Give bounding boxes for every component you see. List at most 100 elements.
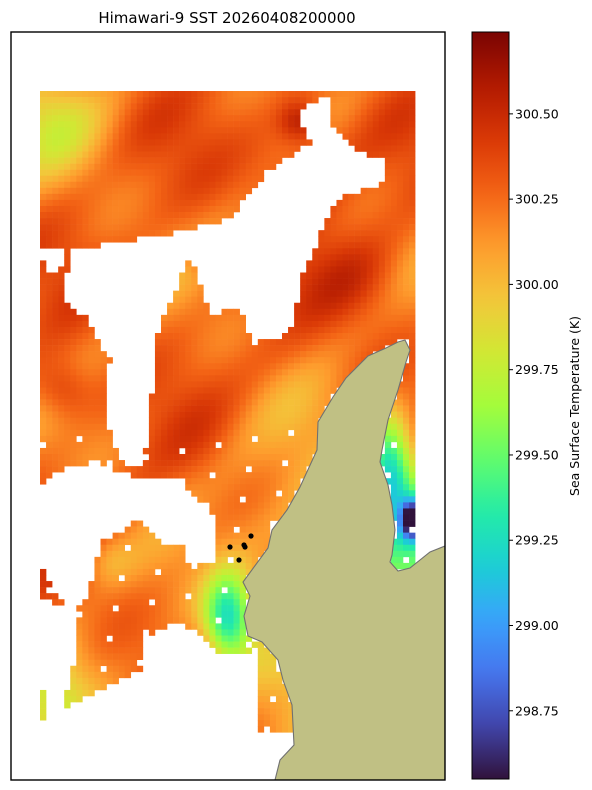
sst-cell (88, 635, 95, 642)
sst-cell (124, 665, 132, 673)
sst-cell (282, 97, 289, 104)
sst-cell (40, 339, 47, 346)
sst-cell (185, 387, 192, 394)
sst-cell (275, 447, 283, 455)
sst-cell (70, 175, 77, 183)
sst-cell (58, 411, 65, 418)
sst-cell (173, 157, 180, 164)
sst-cell (154, 218, 162, 225)
sst-cell (130, 544, 138, 552)
sst-cell (221, 405, 228, 412)
sst-cell (403, 363, 410, 370)
sst-cell (64, 689, 71, 697)
sst-cell (221, 454, 228, 461)
sst-cell (52, 417, 59, 425)
sst-cell (70, 429, 77, 437)
sst-cell (330, 290, 337, 297)
sst-cell (227, 514, 234, 521)
sst-cell (136, 212, 144, 219)
sst-cell (106, 671, 113, 679)
sst-cell (239, 575, 246, 582)
sst-cell (167, 308, 174, 316)
sst-cell (288, 411, 295, 418)
sst-cell (94, 375, 101, 382)
sst-cell (148, 417, 156, 425)
sst-cell (154, 550, 162, 558)
sst-cell (197, 460, 204, 467)
sst-cell (251, 103, 259, 110)
sst-cell (100, 405, 107, 412)
sst-cell (396, 514, 404, 521)
sst-cell (88, 375, 95, 382)
sst-cell (275, 429, 283, 437)
sst-cell (191, 363, 198, 370)
sst-cell (94, 387, 101, 394)
sst-cell (209, 326, 216, 334)
sst-cell (306, 429, 313, 437)
sst-cell (348, 357, 355, 364)
sst-cell (354, 115, 361, 122)
sst-cell (197, 375, 204, 382)
sst-cell (227, 478, 234, 485)
sst-cell (118, 544, 125, 552)
sst-cell (409, 454, 416, 461)
sst-cell (409, 399, 416, 406)
sst-cell (167, 357, 174, 364)
sst-cell (354, 224, 361, 231)
sst-cell (257, 345, 265, 352)
sst-cell (197, 121, 204, 128)
sst-cell (173, 550, 180, 558)
sst-cell (197, 339, 204, 346)
sst-cell (106, 447, 113, 455)
sst-cell (179, 562, 186, 570)
sst-cell (70, 193, 77, 201)
sst-cell (58, 242, 65, 249)
sst-cell (142, 556, 150, 564)
sst-cell (209, 369, 216, 376)
sst-cell (300, 411, 307, 418)
sst-cell (58, 466, 65, 473)
sst-cell (112, 538, 119, 546)
sst-cell (197, 441, 204, 449)
sst-cell (46, 454, 53, 461)
sst-cell (269, 121, 277, 128)
sst-cell (409, 435, 416, 443)
sst-cell (245, 417, 253, 425)
sst-cell (396, 484, 404, 491)
sst-cell (70, 339, 77, 346)
sst-cell (136, 109, 144, 116)
sst-cell (197, 284, 204, 291)
sst-cell (100, 447, 107, 455)
sst-cell (154, 127, 162, 134)
sst-cell (203, 199, 210, 207)
sst-cell (360, 230, 367, 237)
sst-cell (233, 520, 240, 527)
sst-cell (330, 333, 337, 340)
sst-cell (76, 357, 83, 364)
sst-cell (167, 320, 174, 328)
sst-cell (215, 405, 222, 412)
sst-cell (197, 205, 204, 213)
sst-cell (306, 272, 313, 279)
sst-cell (342, 91, 349, 98)
sst-cell (40, 91, 47, 98)
sst-cell (239, 623, 246, 630)
sst-cell (342, 260, 349, 267)
sst-cell (221, 351, 228, 358)
sst-cell (106, 556, 113, 564)
sst-cell (76, 683, 83, 691)
sst-cell (58, 447, 65, 455)
sst-cell (324, 236, 331, 243)
sst-cell (161, 157, 168, 164)
sst-cell (409, 460, 416, 467)
sst-cell (46, 466, 53, 473)
sst-cell (336, 242, 343, 249)
sst-cell (330, 248, 337, 255)
sst-cell (82, 387, 89, 394)
sst-cell (269, 91, 277, 98)
sst-cell (360, 145, 367, 152)
sst-cell (269, 151, 277, 158)
sst-cell (275, 121, 283, 128)
sst-cell (342, 278, 349, 285)
sst-cell (167, 544, 174, 552)
